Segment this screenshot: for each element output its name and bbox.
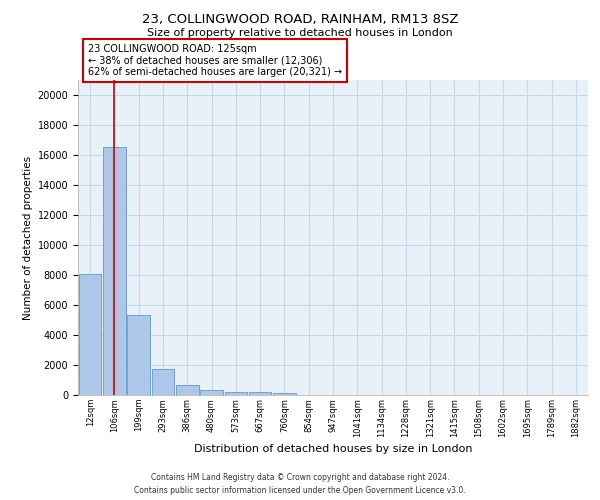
Bar bbox=[273, 393, 296, 395]
Text: 23 COLLINGWOOD ROAD: 125sqm
← 38% of detached houses are smaller (12,306)
62% of: 23 COLLINGWOOD ROAD: 125sqm ← 38% of det… bbox=[88, 44, 343, 77]
Bar bbox=[103, 148, 126, 395]
Bar bbox=[249, 392, 271, 395]
Bar bbox=[79, 274, 101, 395]
Bar bbox=[200, 390, 223, 395]
Bar bbox=[152, 369, 174, 395]
Bar bbox=[127, 315, 150, 395]
X-axis label: Distribution of detached houses by size in London: Distribution of detached houses by size … bbox=[194, 444, 472, 454]
Text: Size of property relative to detached houses in London: Size of property relative to detached ho… bbox=[147, 28, 453, 38]
Y-axis label: Number of detached properties: Number of detached properties bbox=[23, 156, 34, 320]
Text: Contains HM Land Registry data © Crown copyright and database right 2024.
Contai: Contains HM Land Registry data © Crown c… bbox=[134, 474, 466, 495]
Text: 23, COLLINGWOOD ROAD, RAINHAM, RM13 8SZ: 23, COLLINGWOOD ROAD, RAINHAM, RM13 8SZ bbox=[142, 12, 458, 26]
Bar bbox=[176, 385, 199, 395]
Bar bbox=[224, 392, 247, 395]
